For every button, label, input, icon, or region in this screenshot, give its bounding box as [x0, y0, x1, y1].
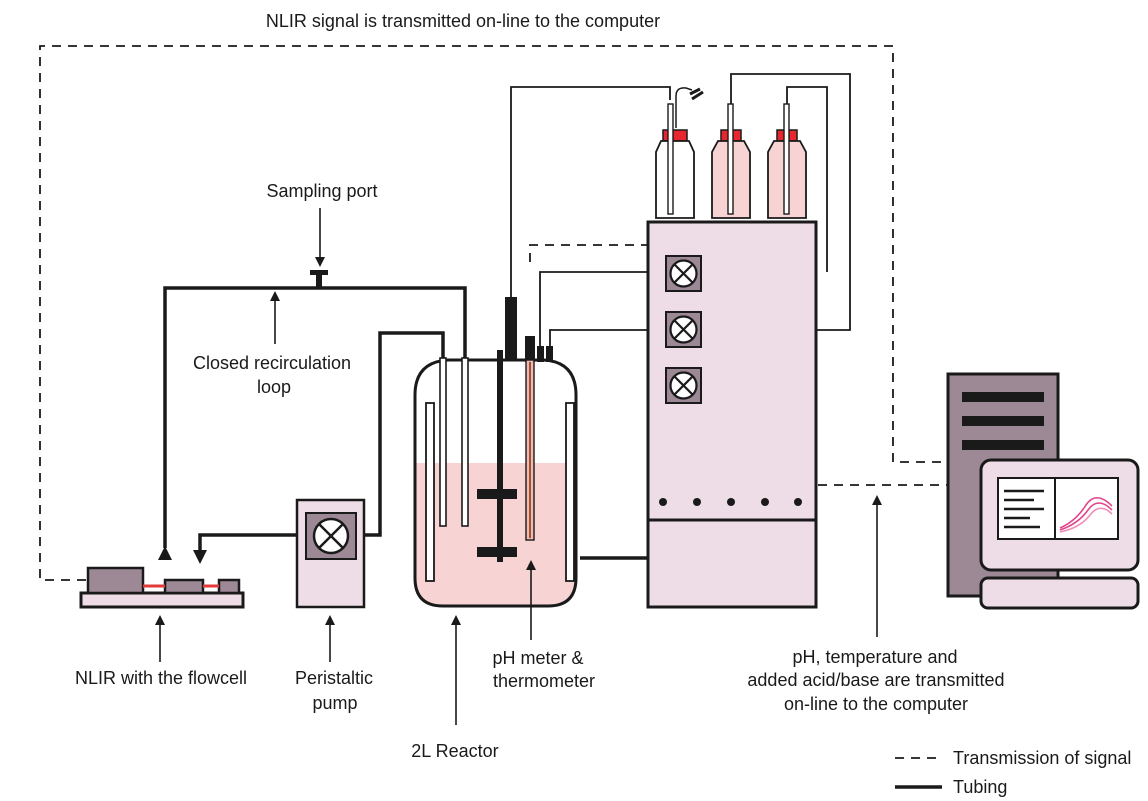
legend: Transmission of signal Tubing	[895, 748, 1131, 797]
legend-tubing-label: Tubing	[953, 777, 1007, 797]
computer-monitor	[979, 458, 1140, 610]
reactor-vessel	[413, 297, 578, 608]
reactor-label: 2L Reactor	[411, 741, 498, 761]
peristaltic-pump[interactable]	[295, 498, 366, 609]
legend-signal-label: Transmission of signal	[953, 748, 1131, 768]
nlir-to-pump-tube	[198, 533, 298, 553]
transmit-label-line1: pH, temperature and	[792, 647, 957, 667]
pump-label-line1: Peristaltic	[295, 668, 373, 688]
pump-label-line2: pump	[312, 693, 357, 713]
bottle3-wire	[786, 86, 828, 272]
controller-pump-3[interactable]	[665, 367, 702, 404]
sampling-port-label: Sampling port	[266, 181, 377, 201]
flow-up-arrow	[158, 546, 172, 560]
nlir-device	[79, 566, 245, 609]
recirc-tube-outlet	[163, 286, 467, 548]
controller-pump-2[interactable]	[665, 311, 702, 348]
transmit-label-line3: on-line to the computer	[784, 694, 968, 714]
bottle1-wire	[510, 86, 671, 300]
probe-wire-2	[549, 329, 668, 348]
controller-pump-1[interactable]	[665, 255, 702, 292]
ph-label-line1: pH meter &	[492, 648, 583, 668]
reagent-bottle-acid	[711, 103, 751, 219]
transmit-label-line2: added acid/base are transmitted	[747, 670, 1004, 690]
recirc-label-line1: Closed recirculation	[193, 353, 351, 373]
controller-top-signal-line	[529, 244, 648, 262]
flow-down-arrow	[193, 550, 207, 564]
recirc-label-line2: loop	[257, 377, 291, 397]
ph-label-line2: thermometer	[493, 671, 595, 691]
pump-to-reactor-tube	[364, 331, 445, 537]
top-signal-label: NLIR signal is transmitted on-line to th…	[266, 11, 660, 31]
nlir-label: NLIR with the flowcell	[75, 668, 247, 688]
sampling-port-valve[interactable]	[310, 270, 328, 288]
reagent-bottle-base	[767, 103, 807, 219]
probe-wire-1	[539, 271, 648, 348]
reagent-bottle-1	[655, 87, 704, 219]
nlir-signal-line	[39, 45, 948, 581]
controller-indicator-dots	[659, 498, 802, 506]
